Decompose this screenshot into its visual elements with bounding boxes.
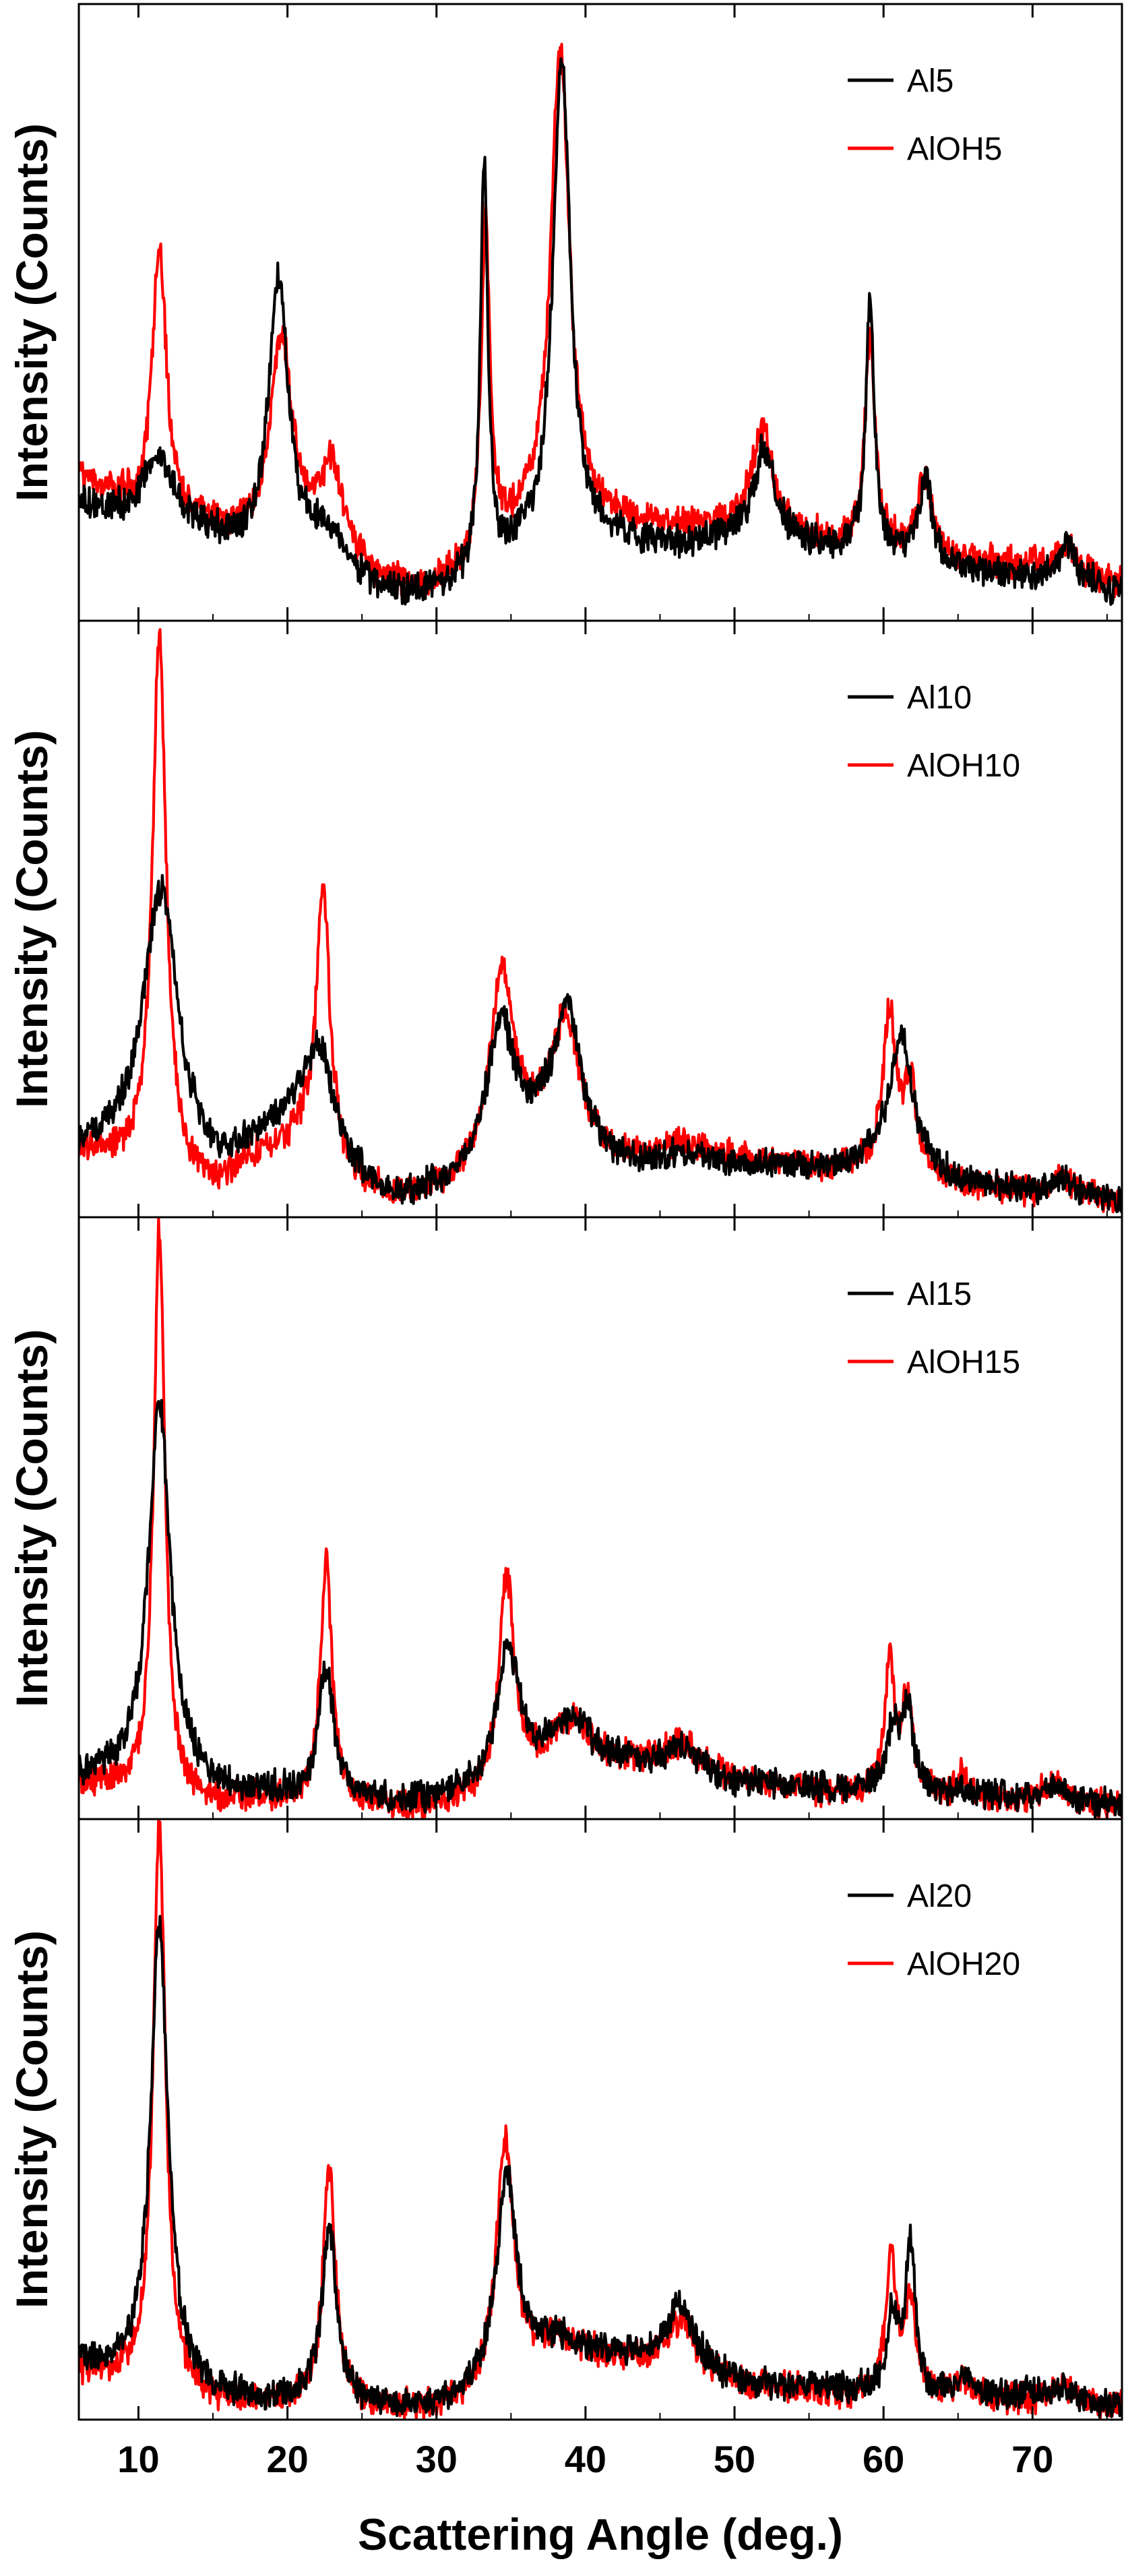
x-tick-label: 70 — [1011, 2438, 1053, 2480]
series-line-Al20 — [79, 1915, 1122, 2419]
x-axis-title: Scattering Angle (deg.) — [358, 2509, 843, 2559]
x-tick-label: 20 — [266, 2438, 308, 2480]
x-tick-label: 10 — [117, 2438, 159, 2480]
legend-label-Al15: Al15 — [907, 1277, 972, 1312]
series-line-Al5 — [79, 57, 1122, 606]
x-tick-label: 40 — [565, 2438, 606, 2480]
text-layer: Scattering Angle (deg.) Intensity (Count… — [7, 63, 1053, 2559]
legend-label-AlOH10: AlOH10 — [907, 748, 1020, 784]
series-line-Al10 — [79, 873, 1122, 1214]
y-axis-title: Intensity (Counts) — [7, 1329, 57, 1707]
legend-label-Al20: Al20 — [907, 1878, 972, 1914]
x-tick-label: 60 — [863, 2438, 904, 2480]
series-line-Al15 — [79, 1399, 1122, 1819]
y-axis-title: Intensity (Counts) — [7, 1930, 57, 2308]
panel-frame-4 — [77, 1818, 1123, 2421]
panel-frames — [77, 3, 1123, 2421]
x-tick-label: 50 — [714, 2438, 755, 2480]
plot-layer — [79, 42, 1122, 2420]
legend-label-AlOH15: AlOH15 — [907, 1345, 1020, 1380]
y-axis-title: Intensity (Counts) — [7, 123, 57, 501]
legend-label-Al5: Al5 — [907, 63, 953, 99]
x-tick-label: 30 — [416, 2438, 458, 2480]
legend-label-AlOH20: AlOH20 — [907, 1946, 1020, 1982]
y-axis-title: Intensity (Counts) — [7, 730, 57, 1108]
legend-label-Al10: Al10 — [907, 680, 972, 716]
legend-label-AlOH5: AlOH5 — [907, 131, 1002, 167]
